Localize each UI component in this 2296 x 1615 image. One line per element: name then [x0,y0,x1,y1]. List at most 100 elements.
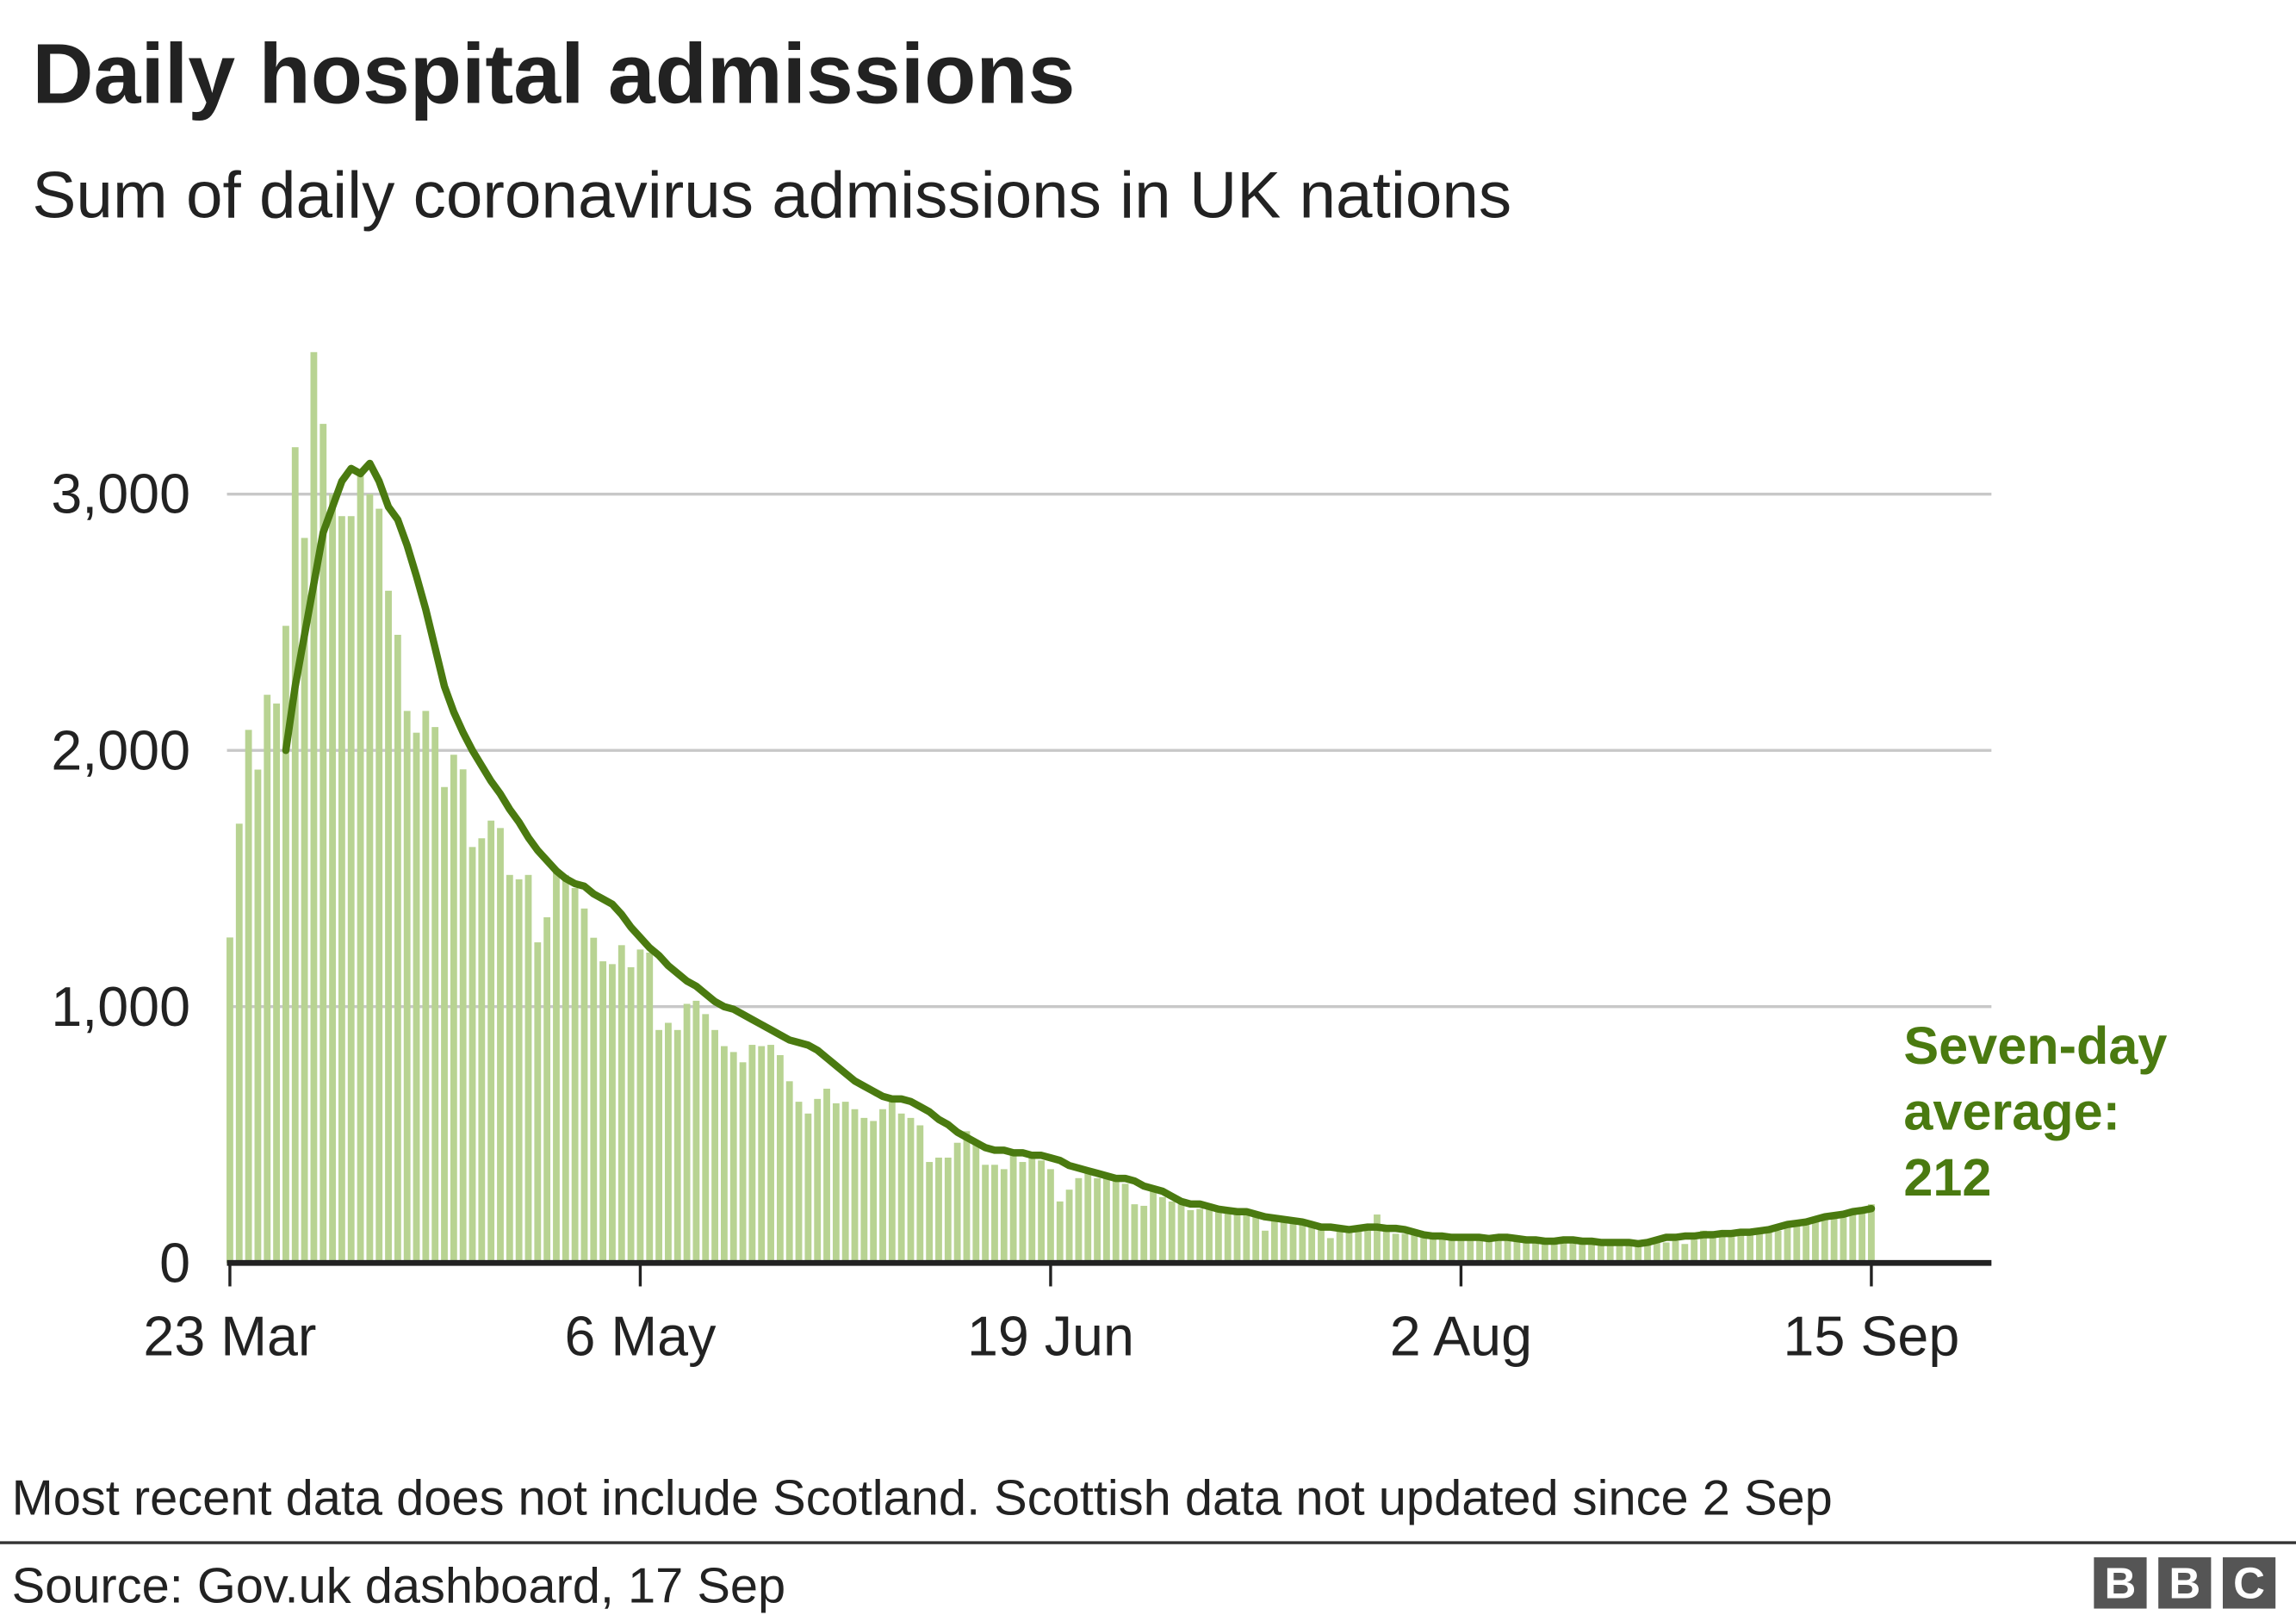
bar [1047,1169,1054,1264]
logo-letter: B [2169,1559,2200,1608]
bar [1494,1239,1502,1264]
bar [1849,1211,1857,1264]
bar [599,961,607,1264]
bar [1289,1221,1297,1264]
bar [1270,1219,1278,1264]
bar [1028,1157,1036,1264]
bar [1448,1236,1455,1264]
bar [1420,1236,1428,1264]
bar [655,1029,663,1264]
bar [1243,1211,1250,1264]
bar [1121,1183,1129,1264]
x-tick-label: 2 Aug [1390,1305,1532,1367]
bar [245,730,252,1264]
bar [627,966,635,1264]
bar [394,634,401,1264]
bar [385,590,392,1264]
bar [907,1117,915,1264]
bar [1382,1230,1390,1264]
annotation: Seven-day [1903,1016,2167,1075]
bar [310,351,318,1264]
bar [254,769,262,1264]
bar [1009,1154,1017,1264]
bar [739,1062,747,1264]
bar [702,1014,710,1264]
bar [1803,1223,1810,1264]
bar [1672,1240,1679,1264]
bar [870,1121,878,1264]
bar [1625,1240,1633,1264]
y-tick-label: 2,000 [51,719,190,781]
chart-subtitle: Sum of daily coronavirus admissions in U… [32,158,1511,232]
bar [1102,1175,1110,1264]
bar [1653,1242,1660,1264]
bar [795,1102,803,1264]
bar [1438,1238,1446,1264]
bar [235,823,243,1264]
bar [1691,1239,1698,1264]
bar [1765,1230,1772,1264]
bar [487,820,495,1264]
bar [1233,1213,1241,1264]
bar [1662,1242,1670,1264]
bar [524,874,532,1264]
bar [1728,1233,1735,1264]
bar [832,1103,840,1264]
bar [1486,1236,1492,1264]
bar [851,1109,859,1264]
bar [1262,1230,1269,1264]
bar [1635,1242,1642,1264]
bar [720,1046,728,1264]
bar [991,1165,998,1264]
bar [1401,1233,1409,1264]
bar [403,711,411,1264]
logo-letter: C [2233,1559,2265,1608]
bar [1830,1215,1838,1264]
bar [841,1102,849,1264]
bar [1206,1207,1213,1264]
bar [1094,1177,1101,1264]
bar [366,494,374,1264]
bar [1756,1230,1763,1264]
line [282,459,1876,1248]
bar [1150,1190,1157,1264]
bar [673,1029,681,1264]
bar [897,1113,905,1264]
x-tick-label: 15 Sep [1784,1305,1960,1367]
bar [431,727,439,1264]
bar [478,838,486,1264]
bar [1681,1244,1689,1264]
bar [1532,1239,1539,1264]
footnote: Most recent data does not include Scotla… [12,1471,1833,1526]
bar [1597,1242,1604,1264]
bar [413,732,420,1264]
bar [1112,1181,1120,1264]
logo-letter: B [2105,1559,2137,1608]
bar [1019,1162,1027,1264]
annotation: average: [1903,1083,2120,1141]
bar [571,887,579,1264]
bar [590,937,598,1264]
bar [320,424,327,1264]
source: Source: Gov.uk dashboard, 17 Sep [12,1559,786,1614]
bar [1168,1201,1176,1264]
bar [609,964,616,1264]
bar [459,769,467,1264]
bar [1326,1238,1334,1264]
logo-block [2094,1557,2147,1609]
bar [972,1142,980,1264]
bar [543,916,551,1264]
bar [1569,1240,1577,1264]
bar [1214,1211,1222,1264]
logo-block [2158,1557,2212,1609]
bar [1252,1214,1260,1264]
bar [1336,1227,1343,1264]
y-tick-label: 1,000 [51,976,190,1038]
bar [282,625,289,1264]
chart-title: Daily hospital admissions [32,27,1075,121]
bar [347,516,355,1264]
bar [646,952,654,1264]
bar [1513,1239,1521,1264]
bar [1318,1226,1325,1264]
